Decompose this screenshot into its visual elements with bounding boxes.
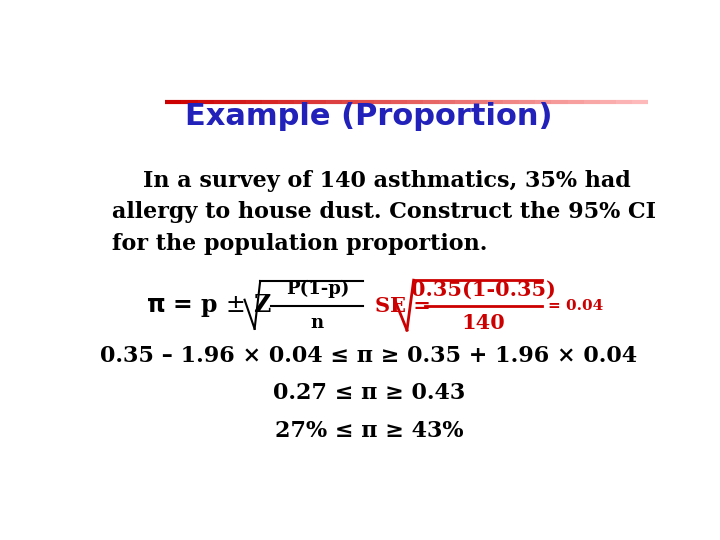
Text: 0.35 – 1.96 × 0.04 ≤ π ≥ 0.35 + 1.96 × 0.04: 0.35 – 1.96 × 0.04 ≤ π ≥ 0.35 + 1.96 × 0… [100,345,638,367]
Text: for the population proportion.: for the population proportion. [112,233,487,254]
Text: P(1-p): P(1-p) [286,280,349,299]
Text: allergy to house dust. Construct the 95% CI: allergy to house dust. Construct the 95%… [112,201,657,224]
Text: 27% ≤ π ≥ 43%: 27% ≤ π ≥ 43% [275,420,463,442]
Text: 0.35(1-0.35): 0.35(1-0.35) [411,279,556,299]
Text: $\bf{\pi}$ = p $\pm$ Z: $\bf{\pi}$ = p $\pm$ Z [145,293,272,320]
Text: SE =: SE = [374,296,431,316]
Text: 0.27 ≤ π ≥ 0.43: 0.27 ≤ π ≥ 0.43 [273,382,465,404]
Text: = 0.04: = 0.04 [547,299,603,313]
Text: 140: 140 [462,313,505,333]
Text: Example (Proportion): Example (Proportion) [185,102,553,131]
Text: n: n [311,314,324,332]
Text: In a survey of 140 asthmatics, 35% had: In a survey of 140 asthmatics, 35% had [112,170,631,192]
